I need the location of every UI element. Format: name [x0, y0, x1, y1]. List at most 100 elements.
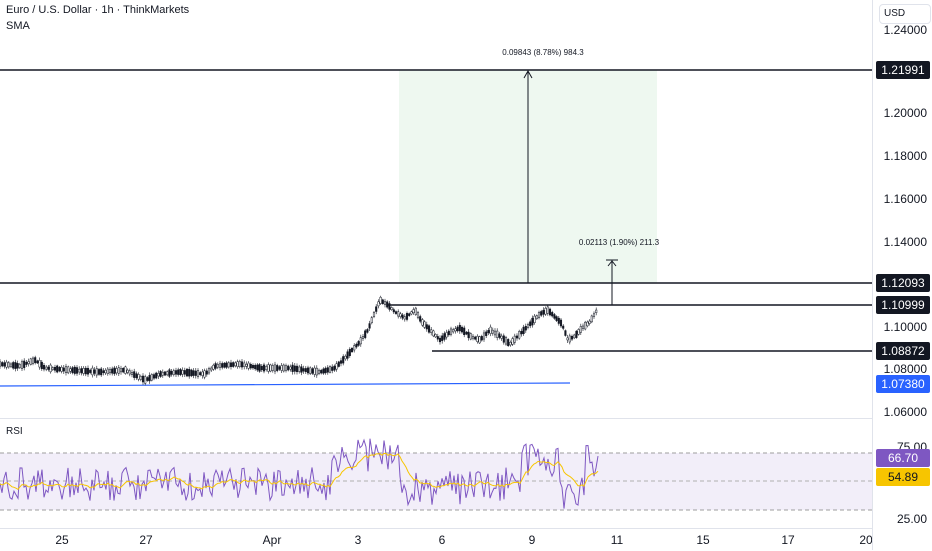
- price-axis[interactable]: USD 1.24000 1.20000 1.18000 1.16000 1.14…: [872, 0, 932, 550]
- candle-body: [82, 368, 85, 374]
- candle-body: [485, 331, 488, 336]
- price-badge-108872[interactable]: 1.08872: [876, 342, 930, 360]
- candle-body: [80, 368, 83, 374]
- candle-body: [183, 370, 186, 375]
- chart-area[interactable]: Euro / U.S. Dollar · 1h · ThinkMarkets S…: [0, 0, 873, 551]
- candle-body: [45, 366, 48, 370]
- candle-body: [276, 365, 279, 371]
- candle-body: [249, 364, 252, 369]
- candle-body: [401, 314, 404, 319]
- price-badge-112093[interactable]: 1.12093: [876, 274, 930, 292]
- candle-body: [346, 351, 349, 359]
- candle-body: [25, 362, 28, 365]
- candle-body: [573, 334, 576, 339]
- candle-body: [414, 307, 417, 315]
- candle-body: [500, 335, 503, 339]
- rsi-ma-line[interactable]: [0, 452, 599, 491]
- candle-body: [115, 368, 118, 374]
- candle-body: [586, 321, 589, 327]
- rsi-ma-badge[interactable]: 54.89: [876, 468, 930, 486]
- chart-canvas[interactable]: [0, 0, 872, 550]
- candle-body: [126, 369, 129, 373]
- candle-body: [102, 370, 105, 374]
- candle-body: [337, 361, 340, 367]
- candle-body: [449, 328, 453, 335]
- symbol-title[interactable]: Euro / U.S. Dollar · 1h · ThinkMarkets: [6, 4, 190, 16]
- indicator-name[interactable]: SMA: [6, 20, 30, 32]
- candle-body: [465, 331, 468, 335]
- candle-body: [432, 330, 435, 337]
- candle-body: [218, 363, 222, 368]
- candle-body: [104, 369, 107, 374]
- candle-body: [412, 309, 415, 314]
- candle-body: [117, 367, 120, 374]
- candle-body: [421, 319, 424, 326]
- candle-body: [194, 370, 197, 376]
- candle-body: [300, 366, 303, 373]
- candle-body: [339, 360, 343, 364]
- candle-body: [317, 369, 321, 374]
- candle-body: [592, 313, 596, 317]
- candle-body: [267, 364, 270, 372]
- candle-body: [73, 366, 76, 374]
- current-price-badge[interactable]: 1.07380: [876, 375, 930, 393]
- sma-line[interactable]: [0, 382, 571, 387]
- price-tick: 1.14000: [883, 235, 927, 249]
- price-badge-121991[interactable]: 1.21991: [876, 61, 930, 79]
- currency-selector[interactable]: USD: [879, 4, 931, 24]
- candle-body: [397, 311, 400, 317]
- candle-body: [306, 367, 310, 374]
- candle-body: [243, 362, 246, 367]
- pane-separator[interactable]: [0, 418, 872, 419]
- time-axis[interactable]: 25 27 Apr 3 6 9 11 15 17 20: [0, 528, 873, 551]
- candle-body: [91, 367, 94, 376]
- time-label: 9: [528, 533, 536, 547]
- candle-body: [166, 371, 169, 376]
- candle-body: [64, 366, 68, 373]
- time-label: 27: [139, 533, 153, 547]
- candle-body: [5, 361, 8, 368]
- price-badge-110999[interactable]: 1.10999: [876, 296, 930, 314]
- price-tick: 1.10000: [883, 320, 927, 334]
- candle-body: [551, 312, 554, 317]
- candle-body: [89, 369, 92, 373]
- candle-body: [471, 335, 475, 339]
- candle-body: [190, 369, 193, 377]
- candle-body: [280, 365, 283, 371]
- candle-body: [377, 301, 380, 307]
- candle-body: [232, 362, 235, 367]
- candle-body: [544, 307, 547, 315]
- candle-body: [269, 364, 272, 372]
- measure-arrow-small-head: [607, 260, 617, 267]
- candle-body: [531, 317, 534, 326]
- price-candles[interactable]: [0, 295, 598, 386]
- candle-body: [408, 313, 411, 316]
- candle-body: [394, 311, 398, 314]
- candle-body: [69, 368, 72, 372]
- candle-body: [135, 373, 138, 379]
- candle-body: [482, 332, 486, 340]
- candle-body: [203, 370, 206, 378]
- candle-body: [7, 362, 10, 368]
- candle-body: [245, 363, 248, 367]
- candle-body: [434, 334, 437, 338]
- candle-body: [201, 371, 204, 376]
- candle-body: [150, 374, 153, 381]
- rsi-value-badge[interactable]: 66.70: [876, 449, 930, 467]
- candle-body: [146, 377, 149, 381]
- time-label: 25: [55, 533, 69, 547]
- rsi-line[interactable]: [0, 438, 599, 509]
- candle-body: [348, 349, 351, 356]
- candle-body: [179, 369, 182, 376]
- price-tick: 1.24000: [883, 23, 927, 37]
- candle-body: [399, 313, 402, 317]
- candle-body: [335, 363, 338, 370]
- candle-body: [172, 370, 175, 375]
- candle-body: [0, 361, 2, 367]
- candle-body: [364, 330, 367, 338]
- price-tick: 1.18000: [883, 149, 927, 163]
- candle-body: [139, 376, 142, 380]
- candle-body: [113, 367, 116, 375]
- candle-body: [67, 366, 70, 374]
- rsi-title[interactable]: RSI: [6, 426, 23, 437]
